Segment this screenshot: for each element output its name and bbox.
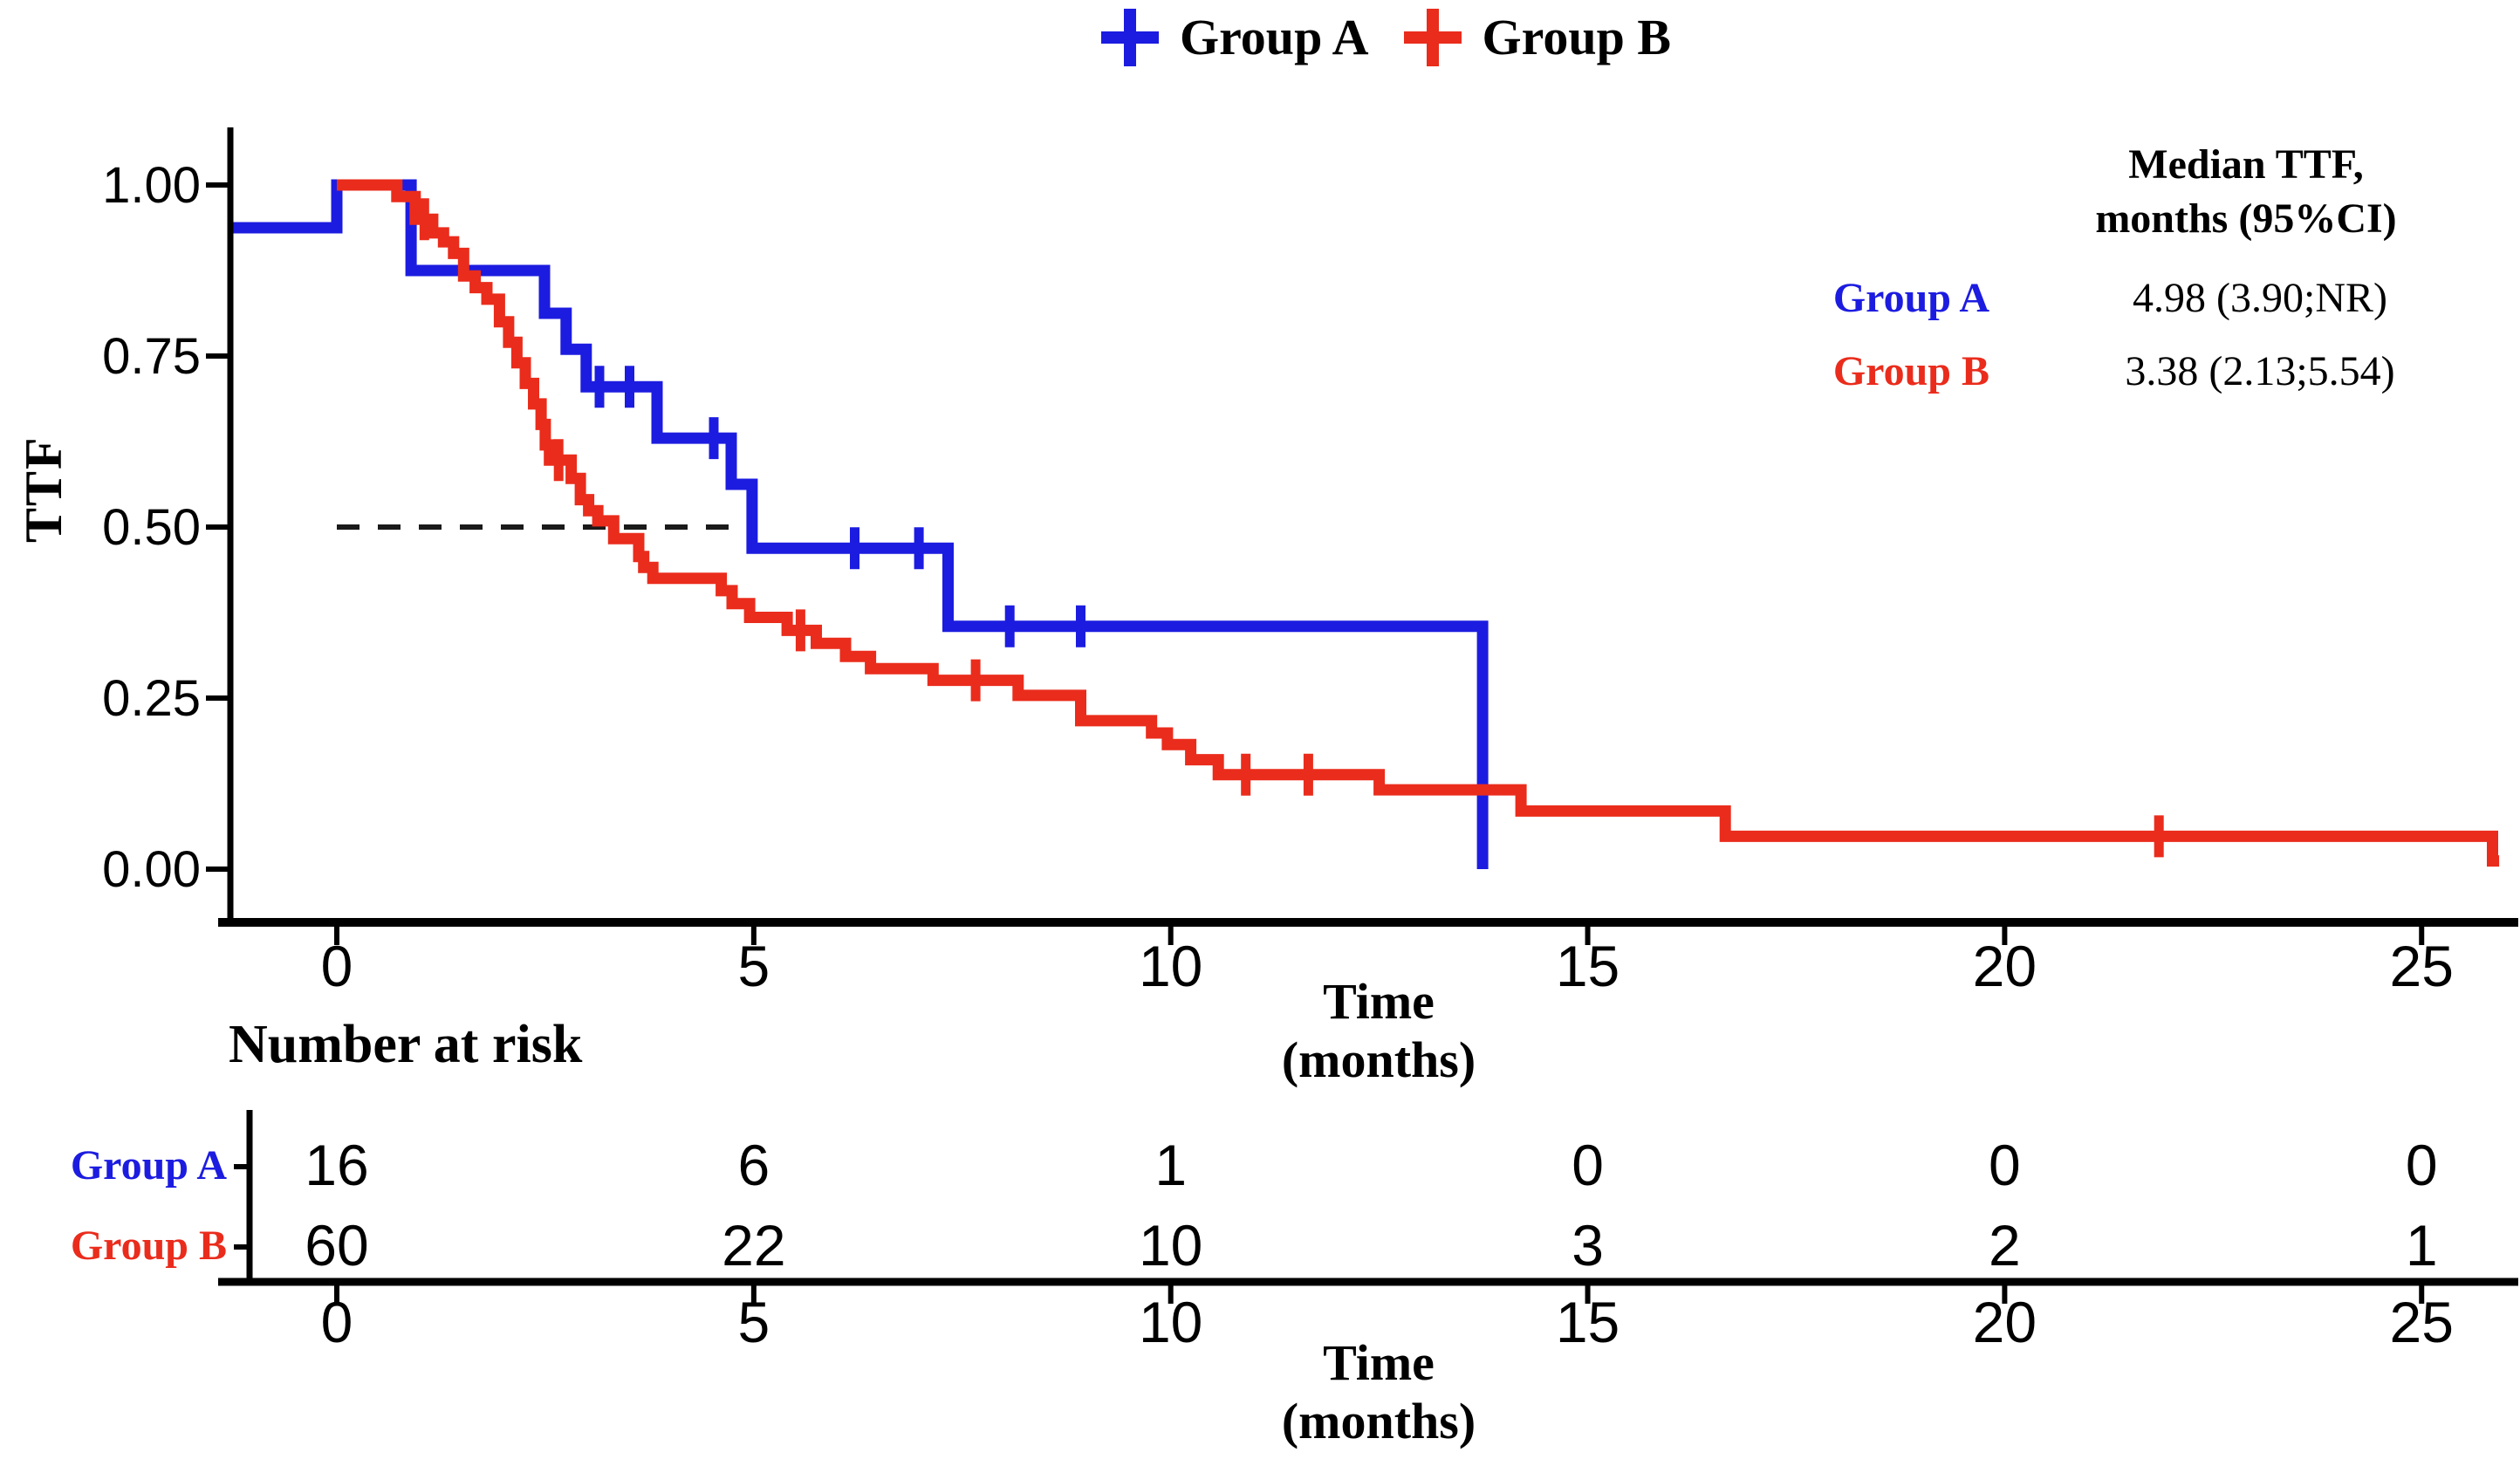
risk-row-label-group-a: Group A (70, 1142, 227, 1189)
y-tick-label: 0.25 (102, 670, 201, 727)
x-axis-title-line1: Time (1323, 1334, 1435, 1391)
median-box-header: Median TTF, months (95%CI) (1941, 138, 2520, 247)
km-curve-group-b (337, 179, 2500, 867)
risk-count-group-a: 1 (1154, 1133, 1188, 1197)
x-tick-label-risk: 15 (1555, 1290, 1620, 1354)
x-axis-title-risk: Time (months) (1117, 1333, 1640, 1451)
x-tick-label-risk: 25 (2389, 1290, 2454, 1354)
risk-count-group-b: 60 (305, 1213, 369, 1278)
x-axis-title-line2: (months) (1281, 1031, 1476, 1089)
plus-censor-icon (1101, 9, 1159, 66)
x-tick-label-risk: 5 (737, 1290, 770, 1354)
median-row-group-b: Group B 3.38 (2.13;5.54) (1780, 351, 2443, 393)
x-tick-label-main: 5 (737, 934, 770, 998)
x-tick-label-risk: 20 (1972, 1290, 2037, 1354)
y-tick-label: 0.00 (102, 841, 201, 898)
legend-label: Group A (1180, 9, 1369, 65)
x-tick-label-main: 10 (1138, 934, 1203, 998)
median-row-value: 3.38 (2.13;5.54) (2125, 348, 2395, 394)
legend: Group A Group B (1101, 9, 1671, 66)
median-box-header-line2: months (95%CI) (2095, 195, 2397, 243)
risk-table-title: Number at risk (229, 1015, 583, 1074)
x-tick-label-risk: 10 (1138, 1290, 1203, 1354)
legend-item-group-a: Group A (1101, 9, 1369, 66)
y-tick-label: 0.50 (102, 499, 201, 556)
median-row-label: Group B (1832, 348, 1989, 394)
risk-count-group-a: 6 (737, 1133, 770, 1197)
median-row-value: 4.98 (3.90;NR) (2133, 275, 2387, 321)
risk-count-group-a: 0 (2405, 1133, 2438, 1197)
plus-censor-icon (1403, 9, 1462, 66)
risk-count-group-b: 2 (1989, 1213, 2021, 1278)
legend-label: Group B (1482, 9, 1672, 65)
risk-count-group-b: 3 (1572, 1213, 1604, 1278)
y-tick-label: 1.00 (102, 157, 201, 214)
median-box-header-line1: Median TTF, (2128, 141, 2364, 188)
risk-count-group-a: 16 (305, 1133, 369, 1197)
risk-count-group-a: 0 (1989, 1133, 2021, 1197)
risk-count-group-b: 10 (1138, 1213, 1203, 1278)
risk-count-group-b: 1 (2405, 1213, 2438, 1278)
km-curve-group-a (229, 179, 1489, 869)
median-row-label: Group A (1832, 275, 1989, 321)
risk-count-group-b: 22 (722, 1213, 786, 1278)
x-tick-label-risk: 0 (320, 1290, 353, 1354)
median-row-group-a: Group A 4.98 (3.90;NR) (1780, 277, 2443, 319)
x-axis-title-line1: Time (1323, 973, 1435, 1030)
x-tick-label-main: 25 (2389, 934, 2454, 998)
legend-item-group-b: Group B (1403, 9, 1672, 66)
x-tick-label-main: 0 (320, 934, 353, 998)
risk-row-label-group-b: Group B (70, 1223, 227, 1269)
x-tick-label-main: 15 (1555, 934, 1620, 998)
x-axis-title-main: Time (months) (1117, 972, 1640, 1090)
y-tick-label: 0.75 (102, 328, 201, 385)
risk-count-group-a: 0 (1572, 1133, 1604, 1197)
x-axis-title-line2: (months) (1281, 1393, 1476, 1450)
x-tick-label-main: 20 (1972, 934, 2037, 998)
